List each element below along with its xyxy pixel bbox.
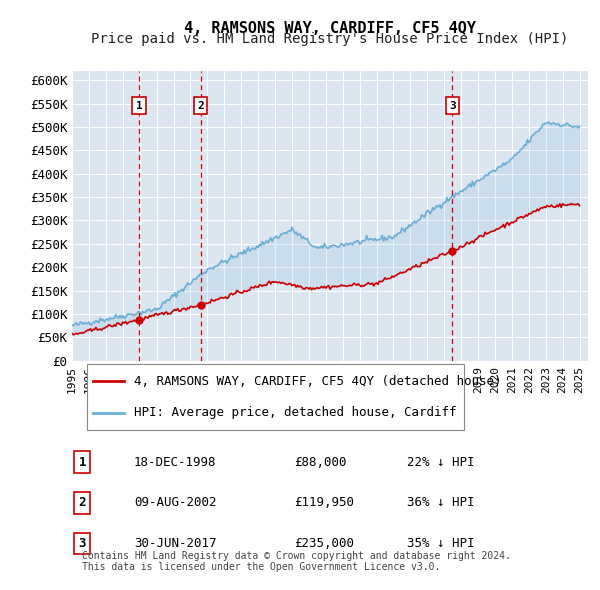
- Text: £88,000: £88,000: [294, 455, 346, 468]
- Text: 30-JUN-2017: 30-JUN-2017: [134, 537, 217, 550]
- Text: Contains HM Land Registry data © Crown copyright and database right 2024.
This d: Contains HM Land Registry data © Crown c…: [82, 551, 511, 572]
- Text: 35% ↓ HPI: 35% ↓ HPI: [407, 537, 475, 550]
- Text: Price paid vs. HM Land Registry's House Price Index (HPI): Price paid vs. HM Land Registry's House …: [91, 32, 569, 47]
- Text: 1: 1: [136, 100, 142, 110]
- Text: 22% ↓ HPI: 22% ↓ HPI: [407, 455, 475, 468]
- Text: 4, RAMSONS WAY, CARDIFF, CF5 4QY: 4, RAMSONS WAY, CARDIFF, CF5 4QY: [184, 21, 476, 35]
- Text: 3: 3: [79, 537, 86, 550]
- Text: £119,950: £119,950: [294, 496, 354, 509]
- Text: 09-AUG-2002: 09-AUG-2002: [134, 496, 217, 509]
- Text: 4, RAMSONS WAY, CARDIFF, CF5 4QY (detached house): 4, RAMSONS WAY, CARDIFF, CF5 4QY (detach…: [134, 375, 502, 388]
- Text: HPI: Average price, detached house, Cardiff: HPI: Average price, detached house, Card…: [134, 407, 457, 419]
- Text: £235,000: £235,000: [294, 537, 354, 550]
- Text: 3: 3: [449, 100, 456, 110]
- Text: 36% ↓ HPI: 36% ↓ HPI: [407, 496, 475, 509]
- Text: 1: 1: [79, 455, 86, 468]
- Text: 18-DEC-1998: 18-DEC-1998: [134, 455, 217, 468]
- Text: 2: 2: [197, 100, 204, 110]
- Text: 2: 2: [79, 496, 86, 509]
- FancyBboxPatch shape: [88, 365, 464, 430]
